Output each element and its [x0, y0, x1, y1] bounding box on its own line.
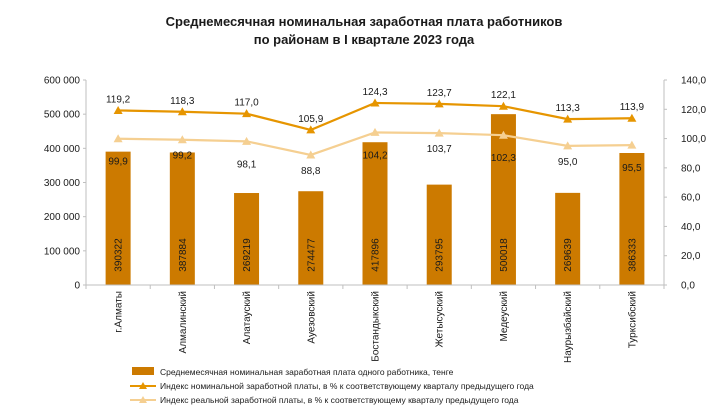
bar-value-label: 390322: [114, 238, 125, 272]
y-left-tick-label: 300 000: [44, 178, 81, 189]
y-right-tick-label: 80,0: [681, 163, 701, 174]
nominal-index-label: 119,2: [106, 94, 131, 105]
real-index-point: [627, 140, 637, 149]
x-category-label: г.Алматы: [114, 291, 125, 333]
y-left-tick-label: 400 000: [44, 144, 81, 155]
legend: Среднемесячная номинальная заработная пл…: [130, 367, 534, 405]
bar: [362, 142, 388, 285]
nominal-index-point: [306, 125, 316, 134]
nominal-index-point: [627, 113, 637, 122]
real-index-label: 95,5: [622, 163, 642, 174]
real-index-label: 102,3: [491, 153, 516, 164]
legend-bar-label: Среднемесячная номинальная заработная пл…: [160, 367, 454, 377]
nominal-index-label: 124,3: [362, 87, 387, 98]
nominal-index-label: 122,1: [491, 90, 516, 101]
real-index-point: [306, 150, 316, 159]
bar-value-label: 293795: [435, 238, 446, 272]
x-category-label: Турксибский: [626, 291, 638, 348]
legend-series-label: Индекс номинальной заработной платы, в %…: [160, 381, 534, 391]
bar-value-label: 417896: [371, 238, 382, 272]
y-right-tick-label: 120,0: [681, 105, 706, 116]
bar-value-label: 269639: [563, 238, 574, 272]
nominal-index-label: 117,0: [234, 98, 259, 109]
chart-title-line2: по районам в I квартале 2023 года: [254, 32, 475, 47]
y-right-tick-label: 100,0: [681, 134, 706, 145]
nominal-index-point: [242, 109, 252, 118]
nominal-index-point: [177, 107, 187, 116]
bar: [105, 151, 131, 285]
real-index-label: 95,0: [558, 157, 578, 168]
y-left-tick-label: 100 000: [44, 246, 81, 257]
real-index-point: [370, 127, 380, 136]
y-right-tick-label: 60,0: [681, 193, 701, 204]
y-left-tick-label: 500 000: [44, 110, 81, 121]
real-index-label: 98,1: [237, 159, 257, 170]
real-index-point: [563, 141, 573, 150]
real-index-label: 104,2: [362, 150, 387, 161]
x-category-label: Ауезовский: [306, 291, 317, 344]
real-index-point: [434, 128, 444, 137]
bar-value-label: 269219: [242, 238, 253, 272]
bar: [169, 152, 195, 285]
real-index-point: [113, 134, 123, 143]
nominal-index-point: [563, 114, 573, 123]
bar: [234, 193, 260, 285]
plot-area: 0 100 000 200 000 300 000 400 000 500 000 600 …: [44, 76, 707, 363]
bar: [298, 191, 324, 285]
nominal-index-point: [370, 98, 380, 107]
y-right-tick-label: 140,0: [681, 76, 706, 87]
bar: [490, 114, 516, 285]
nominal-index-label: 113,3: [556, 103, 581, 114]
bar-value-label: 274477: [306, 238, 317, 272]
y-right-tick-label: 0,0: [681, 281, 695, 292]
nominal-index-point: [498, 101, 508, 110]
nominal-index-label: 118,3: [170, 96, 195, 107]
nominal-index-label: 105,9: [298, 114, 323, 125]
nominal-index-label: 113,9: [620, 102, 645, 113]
legend-marker: [139, 382, 147, 389]
y-right-tick-label: 40,0: [681, 222, 701, 233]
y-left-tick-label: 0: [74, 281, 80, 292]
y-left-tick-label: 200 000: [44, 212, 81, 223]
x-category-label: Алатауский: [242, 291, 253, 344]
bar: [619, 153, 645, 285]
legend-bar-swatch: [132, 367, 154, 375]
y-right-tick-label: 20,0: [681, 251, 701, 262]
real-index-point: [242, 136, 252, 145]
x-category-label: Жетысуский: [435, 291, 446, 348]
bar-value-label: 500018: [499, 238, 510, 272]
x-category-label: Алмалинский: [178, 291, 189, 353]
nominal-index-label: 123,7: [427, 88, 452, 99]
bar: [555, 192, 581, 285]
x-category-label: Наурызбайский: [562, 291, 574, 363]
bar-value-label: 387884: [178, 238, 189, 272]
nominal-index-point: [434, 99, 444, 108]
real-index-point: [498, 130, 508, 139]
x-category-label: Бостандыкский: [371, 291, 382, 362]
y-left-tick-label: 600 000: [44, 76, 81, 87]
real-index-label: 99,2: [173, 151, 193, 162]
real-index-label: 88,8: [301, 166, 321, 177]
nominal-index-point: [113, 105, 123, 114]
bar-value-label: 386333: [627, 238, 638, 272]
bar: [426, 184, 452, 285]
legend-series-label: Индекс реальной заработной платы, в % к …: [160, 395, 519, 405]
real-index-label: 103,7: [427, 144, 452, 155]
legend-marker: [139, 396, 147, 403]
chart-title-line1: Среднемесячная номинальная заработная пл…: [166, 14, 563, 29]
real-index-point: [177, 135, 187, 144]
real-index-label: 99,9: [108, 157, 128, 168]
x-category-label: Медеуский: [499, 291, 510, 342]
